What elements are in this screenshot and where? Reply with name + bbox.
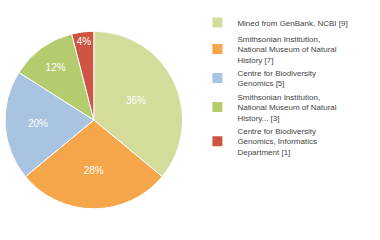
svg-text:Centre for BiodiversityGenomic: Centre for BiodiversityGenomics [5] [237, 69, 316, 88]
svg-text:36%: 36% [126, 95, 146, 106]
svg-text:Mined from GenBank, NCBI [9]: Mined from GenBank, NCBI [9] [237, 19, 347, 28]
svg-text:12%: 12% [46, 62, 66, 73]
svg-text:28%: 28% [84, 165, 104, 176]
svg-text:Smithsonian Institution,Nation: Smithsonian Institution,National Museum … [237, 35, 336, 65]
svg-text:4%: 4% [77, 36, 92, 47]
svg-text:20%: 20% [28, 118, 48, 129]
svg-text:Smithsonian Institution,Nation: Smithsonian Institution,National Museum … [237, 93, 336, 123]
svg-text:Centre for BiodiversityGenomic: Centre for BiodiversityGenomics, Informa… [237, 127, 317, 157]
